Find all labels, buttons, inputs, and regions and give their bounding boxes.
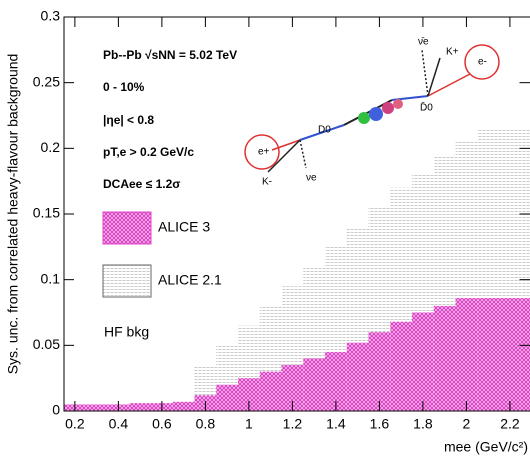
y-tick-label: 0.15 bbox=[33, 205, 60, 221]
y-tick-label: 0 bbox=[52, 402, 60, 418]
bar bbox=[216, 384, 239, 411]
legend-label: ALICE 3 bbox=[158, 219, 210, 235]
decay-label: e+ bbox=[258, 147, 270, 158]
bar bbox=[455, 298, 478, 411]
bar bbox=[433, 305, 456, 411]
x-tick-label: 2 bbox=[463, 416, 471, 432]
y-tick-label: 0.05 bbox=[33, 336, 60, 352]
bar bbox=[303, 358, 326, 411]
bar bbox=[259, 371, 282, 411]
decay-diagram bbox=[244, 44, 500, 173]
annotation: DCAee ≤ 1.2σ bbox=[103, 177, 181, 191]
x-tick-label: 0.6 bbox=[152, 416, 172, 432]
y-tick-label: 0.3 bbox=[41, 8, 61, 24]
bar bbox=[172, 401, 195, 411]
bar bbox=[325, 351, 347, 411]
x-tick-label: 0.2 bbox=[65, 416, 85, 432]
bar bbox=[477, 298, 500, 411]
y-axis-label: Sys. unc. from correlated heavy-flavour … bbox=[5, 54, 21, 375]
annotation: Pb--Pb √sNN = 5.02 TeV bbox=[103, 48, 237, 62]
bar bbox=[499, 298, 521, 411]
bar bbox=[390, 321, 413, 411]
decay-label: D̄0 bbox=[420, 101, 433, 114]
x-tick-label: 1.4 bbox=[326, 416, 346, 432]
y-tick-label: 0.25 bbox=[33, 73, 60, 89]
bar bbox=[238, 378, 260, 411]
annotation: 0 - 10% bbox=[103, 80, 145, 94]
x-tick-label: 0.8 bbox=[196, 416, 216, 432]
x-tick-label: 1.8 bbox=[413, 416, 433, 432]
x-tick-label: 1.2 bbox=[283, 416, 303, 432]
labels: 0 0.05 0.1 0.15 0.2 0.25 0.3 0.2 0.4 0.6 0.8 1 1.2 1.… bbox=[5, 8, 528, 455]
x-tick-label: 0.4 bbox=[109, 416, 129, 432]
decay-label: K+ bbox=[446, 47, 459, 58]
x-tick-label: 1.6 bbox=[370, 416, 390, 432]
bar bbox=[520, 128, 530, 411]
bars bbox=[64, 128, 530, 411]
decay-label: K- bbox=[262, 177, 272, 188]
x-axis-label: mee (GeV/c²) bbox=[444, 439, 528, 455]
decay-label: e- bbox=[478, 57, 487, 68]
decay-label: νe bbox=[306, 173, 317, 184]
legend-swatch bbox=[102, 211, 152, 245]
decay-label: D0 bbox=[318, 125, 331, 136]
bar bbox=[368, 332, 391, 411]
bar bbox=[520, 298, 530, 411]
bar bbox=[412, 312, 434, 411]
y-tick-label: 0.2 bbox=[41, 139, 61, 155]
plot-frame bbox=[63, 16, 530, 412]
bar bbox=[281, 365, 304, 411]
decay-label: ν̄e bbox=[418, 37, 429, 48]
bar bbox=[129, 403, 152, 411]
legend-swatch bbox=[102, 264, 152, 298]
legend-label: ALICE 2.1 bbox=[158, 272, 222, 288]
x-tick-label: 2.2 bbox=[500, 416, 520, 432]
bar bbox=[346, 342, 369, 411]
x-tick-label: 1 bbox=[245, 416, 253, 432]
bar bbox=[85, 404, 108, 411]
annotation: |ηe| < 0.8 bbox=[103, 113, 154, 127]
annotation: pT,e > 0.2 GeV/c bbox=[103, 145, 194, 159]
y-tick-label: 0.1 bbox=[41, 270, 61, 286]
annotation-hf: HF bkg bbox=[104, 324, 149, 340]
